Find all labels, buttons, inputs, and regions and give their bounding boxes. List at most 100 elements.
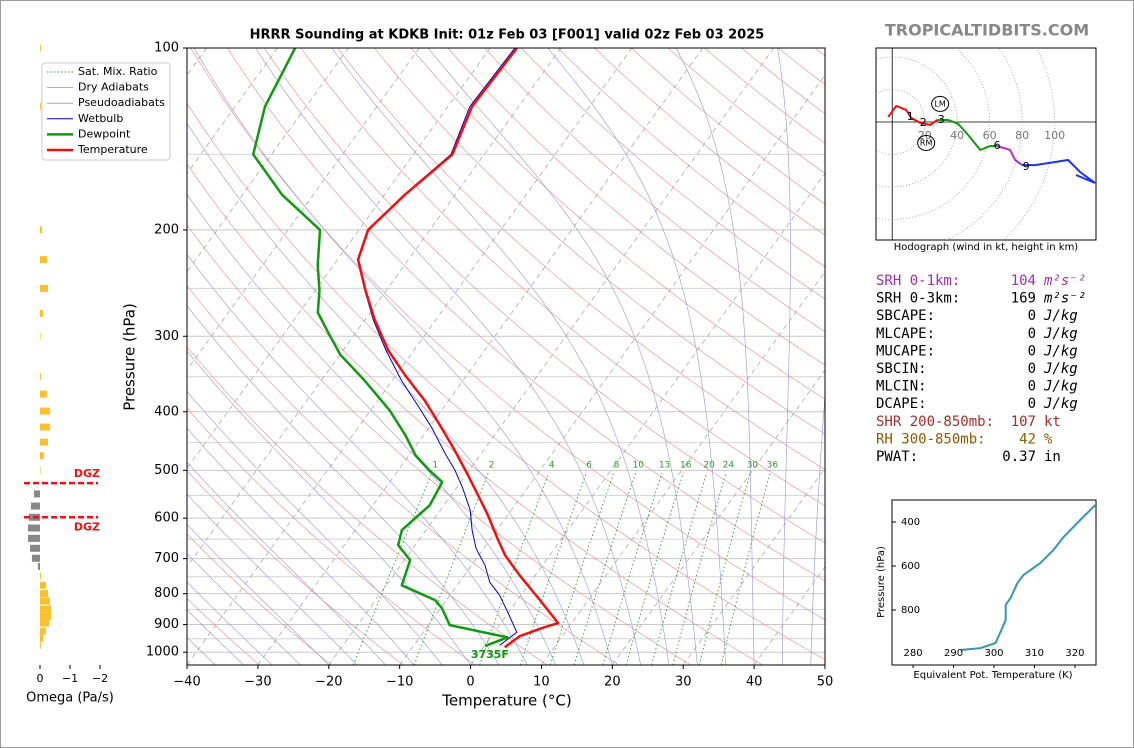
index-value: 0 [1028, 396, 1036, 412]
mixing-ratio-line [479, 472, 550, 665]
pseudoadiabat [187, 493, 358, 665]
hodograph-frame [875, 47, 1097, 241]
legend-label: Sat. Mix. Ratio [78, 65, 158, 78]
dry-adiabat [520, 48, 825, 300]
isotherm [187, 48, 420, 371]
omega-bar [31, 502, 40, 510]
hodo-ring [945, 48, 1023, 240]
index-label: SBCAPE: [876, 308, 935, 324]
omega-bar [40, 407, 50, 415]
omega-tick-label: −1 [62, 672, 78, 685]
thetae-x-tick-label: 320 [1065, 648, 1084, 659]
omega-bar [40, 452, 44, 460]
index-unit: J/kg [1043, 343, 1078, 359]
index-unit: in [1044, 449, 1061, 465]
index-value: 0 [1028, 361, 1036, 377]
x-tick-label: 0 [466, 675, 474, 690]
dry-adiabat [300, 48, 825, 507]
index-value: 169 [1011, 291, 1036, 307]
dry-adiabat [374, 48, 825, 435]
x-tick-label: −40 [173, 675, 200, 690]
x-axis-label: Temperature (°C) [441, 692, 571, 710]
mixing-ratio-label: 13 [659, 461, 670, 471]
thetae-y-label: Pressure (hPa) [876, 546, 887, 618]
mixing-ratio-label: 24 [723, 461, 735, 471]
pseudoadiabat [187, 609, 244, 665]
mixing-ratio-label: 30 [747, 461, 759, 471]
omega-bar [40, 612, 52, 620]
index-unit: J/kg [1043, 396, 1078, 412]
isotherm [399, 74, 825, 665]
index-label: MUCAPE: [876, 343, 935, 359]
y-tick-label: 700 [154, 551, 179, 566]
index-unit: J/kg [1043, 379, 1078, 395]
hodo-segment [937, 119, 998, 152]
dry-adiabat [187, 163, 763, 665]
dry-adiabat [227, 48, 825, 582]
mixing-ratio-line [602, 472, 663, 665]
omega-bar [40, 390, 47, 398]
isotherm [611, 369, 825, 665]
pseudoadiabat [187, 581, 273, 665]
omega-bar [37, 562, 40, 570]
index-label: MLCAPE: [876, 326, 935, 342]
thetae-x-tick-label: 300 [984, 648, 1003, 659]
thetae-plot [960, 503, 1096, 651]
isotherm [541, 271, 825, 665]
mixing-ratio-line [651, 472, 708, 665]
pseudoadiabat [193, 48, 613, 665]
omega-bar [40, 581, 46, 589]
isotherm [187, 48, 491, 470]
omega-tick-label: −2 [92, 672, 108, 685]
legend-label: Temperature [77, 143, 148, 156]
storm-motion-label: RM [920, 138, 933, 147]
y-tick-label: 300 [154, 329, 179, 344]
pseudoadiabat [187, 427, 415, 665]
y-tick-label: 100 [154, 41, 179, 56]
dry-adiabat [187, 346, 548, 665]
hodo-height-label: 3 [938, 113, 945, 126]
x-tick-label: 40 [746, 675, 763, 690]
isotherm [470, 172, 825, 665]
x-tick-label: −30 [244, 675, 271, 690]
dry-adiabat [187, 470, 404, 665]
dry-adiabat [337, 48, 825, 470]
mixing-ratio-line [573, 472, 637, 665]
omega-bar [40, 605, 52, 613]
profile-line [251, 48, 509, 648]
mixing-ratio-line [549, 472, 615, 665]
mixing-ratio-label: 20 [703, 461, 715, 471]
index-value: 104 [1011, 273, 1036, 289]
mixing-ratio-label: 2 [489, 461, 495, 471]
index-value: 107 [1011, 414, 1036, 430]
pseudoadiabat [675, 48, 755, 665]
omega-bar [40, 627, 46, 635]
isotherm [187, 48, 633, 665]
pseudoadiabat [187, 253, 528, 665]
dry-adiabat [187, 407, 476, 665]
omega-bar [40, 597, 50, 605]
pseudoadiabat [187, 193, 556, 665]
hodo-ring [876, 56, 958, 188]
omega-bar [40, 256, 47, 264]
dry-adiabat [187, 285, 620, 665]
index-unit: J/kg [1043, 308, 1078, 324]
pseudoadiabat [187, 523, 330, 665]
omega-bar [31, 554, 40, 562]
pseudoadiabat [187, 350, 471, 665]
dry-adiabat [410, 48, 825, 400]
index-value: 0.37 [1002, 449, 1036, 465]
thetae-y-tick-label: 800 [901, 605, 920, 616]
mixing-ratio-label: 8 [614, 461, 620, 471]
thetae-y-tick-label: 600 [901, 561, 920, 572]
omega-bar [28, 534, 40, 542]
index-label: SRH 0-3km: [876, 291, 960, 307]
pseudoadiabat [255, 48, 641, 665]
hodo-ring-label: 60 [983, 129, 997, 142]
mixing-ratio-label: 1 [432, 461, 438, 471]
mixing-ratio-label: 6 [586, 461, 592, 471]
thetae-line [960, 503, 1096, 651]
index-unit: kt [1044, 414, 1061, 430]
y-tick-label: 400 [154, 404, 179, 419]
mixing-ratio-label: 16 [680, 461, 692, 471]
